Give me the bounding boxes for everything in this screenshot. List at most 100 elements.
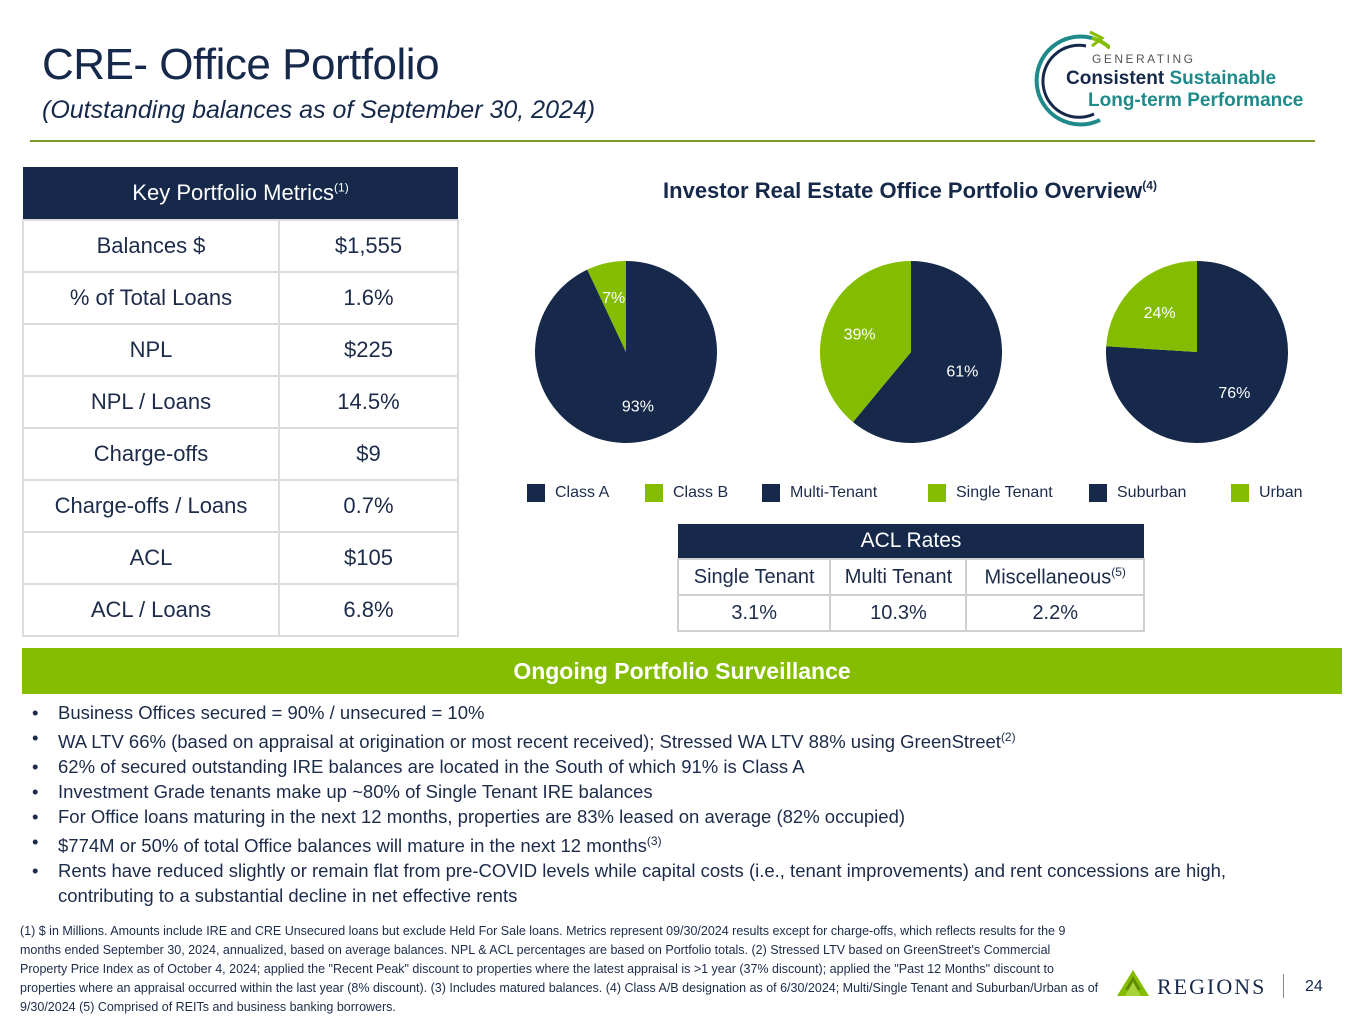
table-row: Balances $ $1,555 <box>22 219 459 273</box>
footnote-ref: (4) <box>1142 178 1157 193</box>
title-divider <box>30 140 1315 142</box>
legend-swatch <box>1231 484 1249 502</box>
legend-swatch <box>645 484 663 502</box>
page-number: 24 <box>1305 978 1323 995</box>
logo-long-term: Long-term Performance <box>1088 90 1304 111</box>
key-metrics-heading: Key Portfolio Metrics(1) <box>23 167 458 220</box>
list-item: $774M or 50% of total Office balances wi… <box>32 829 1322 858</box>
logo-generating: GENERATING <box>1092 52 1196 66</box>
table-row: Charge-offs $9 <box>22 427 459 481</box>
pie-data-label: 39% <box>844 327 876 344</box>
table-row: ACL $105 <box>22 531 459 585</box>
legend-swatch <box>762 484 780 502</box>
footnotes: (1) $ in Millions. Amounts include IRE a… <box>20 924 1099 1014</box>
surveillance-list: Business Offices secured = 90% / unsecur… <box>32 700 1322 908</box>
pie-slice-multi-tenant <box>852 261 1002 443</box>
acl-value: 10.3% <box>829 594 968 632</box>
bullet-text: For Office loans maturing in the next 12… <box>58 806 906 828</box>
metric-value: $105 <box>278 531 459 585</box>
bullet-text: $774M or 50% of total Office balances wi… <box>58 835 647 857</box>
legend-item: Single Tenant <box>928 484 1053 502</box>
legend-label: Class A <box>555 484 610 501</box>
list-item: Investment Grade tenants make up ~80% of… <box>32 779 1322 804</box>
page-subtitle: (Outstanding balances as of September 30… <box>42 96 596 124</box>
legend-item: Class A <box>527 484 609 502</box>
metric-label: Charge-offs / Loans <box>22 479 280 533</box>
pie-slice-class-b <box>587 261 626 352</box>
legend-item: Suburban <box>1089 484 1186 502</box>
legend-label: Single Tenant <box>956 484 1053 501</box>
metric-value: 6.8% <box>278 583 459 637</box>
legend-item: Class B <box>645 484 728 502</box>
metric-value: 14.5% <box>278 375 459 429</box>
regions-wordmark: REGIONS <box>1157 974 1267 999</box>
bullet-text: Investment Grade tenants make up ~80% of… <box>58 781 653 803</box>
key-metrics-title: Key Portfolio Metrics <box>132 180 335 205</box>
pie-data-label: 61% <box>946 363 978 380</box>
table-row: NPL / Loans 14.5% <box>22 375 459 429</box>
pie-data-label: 7% <box>602 290 625 307</box>
logo-sustainable: Sustainable <box>1169 68 1277 89</box>
metric-value: 1.6% <box>278 271 459 325</box>
generating-logo: GENERATING Consistent Sustainable Long-t… <box>1030 28 1330 128</box>
arrow-circle-icon <box>1034 30 1110 127</box>
pie-slice-single-tenant <box>820 261 911 423</box>
column-header: Miscellaneous(5) <box>965 558 1145 596</box>
chart-title-text: Investor Real Estate Office Portfolio Ov… <box>663 178 1143 203</box>
metric-value: $9 <box>278 427 459 481</box>
pie-slice-urban <box>1106 261 1197 352</box>
legend-item: Multi-Tenant <box>762 484 877 502</box>
metric-label: NPL / Loans <box>22 375 280 429</box>
legend-label: Multi-Tenant <box>790 484 878 501</box>
pie-data-label: 76% <box>1218 385 1250 402</box>
column-header: Multi Tenant <box>829 558 968 596</box>
footnote-ref: (1) <box>334 180 349 195</box>
metric-label: ACL <box>22 531 280 585</box>
logo-line-1: Consistent Sustainable <box>1066 68 1276 90</box>
brand-divider <box>1283 974 1284 998</box>
pie-charts: 93% 7% 61% 39% 76% 24% <box>535 261 1288 443</box>
logo-consistent: Consistent <box>1066 68 1165 89</box>
table-row: ACL / Loans 6.8% <box>22 583 459 637</box>
acl-value: 2.2% <box>965 594 1145 632</box>
bullet-text: 62% of secured outstanding IRE balances … <box>58 756 805 778</box>
table-row: Charge-offs / Loans 0.7% <box>22 479 459 533</box>
column-header-text: Miscellaneous <box>984 566 1112 589</box>
acl-rates-table: ACL Rates Single Tenant Multi Tenant Mis… <box>676 524 1145 632</box>
pie-data-label: 24% <box>1144 305 1176 322</box>
legend-swatch <box>527 484 545 502</box>
column-header: Single Tenant <box>676 558 832 596</box>
table-row: Single Tenant Multi Tenant Miscellaneous… <box>676 558 1145 596</box>
chart-title: Investor Real Estate Office Portfolio Ov… <box>560 178 1260 204</box>
page-title: CRE- Office Portfolio <box>42 40 440 89</box>
footnote-ref: (5) <box>1111 564 1126 579</box>
legend-label: Urban <box>1259 484 1303 501</box>
legend-label: Suburban <box>1117 484 1187 501</box>
bullet-text: Business Offices secured = 90% / unsecur… <box>58 702 485 723</box>
pie-data-label: 93% <box>622 398 654 415</box>
list-item: Rents have reduced slightly or remain fl… <box>32 858 1322 908</box>
acl-value: 3.1% <box>676 594 832 632</box>
regions-brand: REGIONS 24 <box>1115 968 1325 1002</box>
legend-item: Urban <box>1231 484 1303 502</box>
legend-swatch <box>928 484 946 502</box>
legend-swatch <box>1089 484 1107 502</box>
acl-rates-heading: ACL Rates <box>678 524 1144 559</box>
list-item: WA LTV 66% (based on appraisal at origin… <box>32 725 1322 754</box>
metric-value: $225 <box>278 323 459 377</box>
footnote-ref: (2) <box>1000 730 1016 744</box>
bullet-text: WA LTV 66% (based on appraisal at origin… <box>58 731 1001 753</box>
footnote-ref: (3) <box>646 834 662 849</box>
metric-label: ACL / Loans <box>22 583 280 637</box>
regions-leaf-icon <box>1117 970 1149 996</box>
list-item: For Office loans maturing in the next 12… <box>32 804 1322 829</box>
table-row: 3.1% 10.3% 2.2% <box>676 594 1145 632</box>
metric-label: % of Total Loans <box>22 271 280 325</box>
table-row: % of Total Loans 1.6% <box>22 271 459 325</box>
legend-label: Class B <box>673 484 729 501</box>
surveillance-heading: Ongoing Portfolio Surveillance <box>22 648 1342 694</box>
metric-value: $1,555 <box>278 219 459 273</box>
metric-label: NPL <box>22 323 280 377</box>
metric-value: 0.7% <box>278 479 459 533</box>
table-row: NPL $225 <box>22 323 459 377</box>
